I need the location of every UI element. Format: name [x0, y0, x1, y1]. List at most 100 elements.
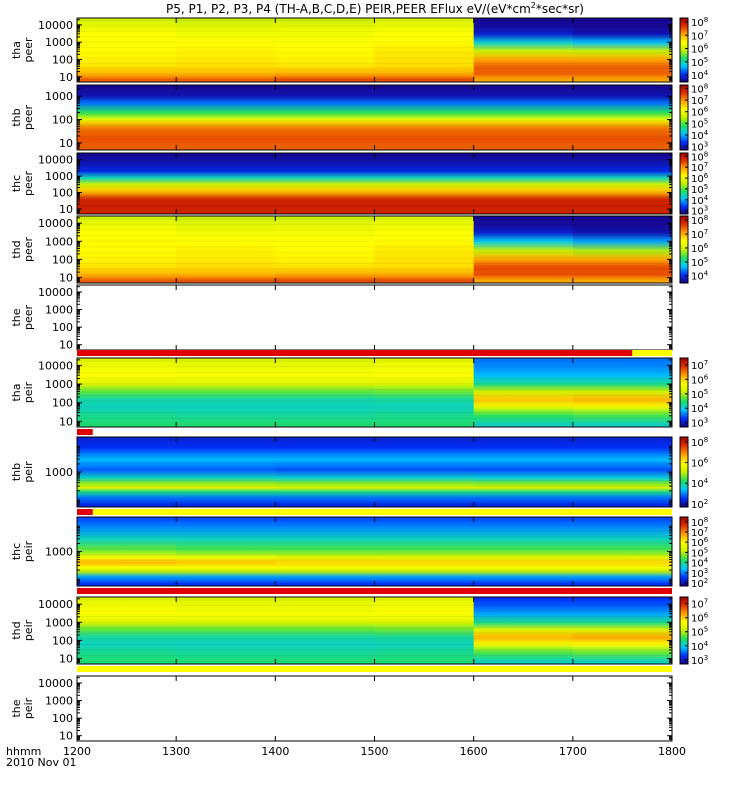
spectrogram-column — [374, 18, 475, 82]
y-tick-label: 1000 — [45, 90, 73, 103]
x-tick-label: 1300 — [162, 745, 190, 758]
spectrogram-column — [77, 18, 177, 82]
colorbar-tick-label: 105 — [691, 546, 708, 559]
y-tick-label: 100 — [52, 321, 73, 334]
panel-ylabel-probe: tha — [10, 383, 23, 401]
panel-ylabel-probe: thb — [10, 463, 23, 481]
spectrogram-column — [473, 18, 574, 82]
panel-ylabel-probe: thd — [10, 621, 23, 639]
colorbar-tick-label: 105 — [691, 626, 708, 639]
spectrogram-column — [572, 437, 673, 507]
panel-frame — [76, 675, 673, 742]
spectrogram-column — [572, 358, 673, 427]
x-tick-label: 1400 — [261, 745, 289, 758]
spectrogram-column — [77, 437, 177, 507]
panel-ylabel-probe: tha — [10, 41, 23, 59]
spectrogram-column — [176, 18, 276, 82]
spectrogram-column — [176, 437, 276, 507]
spectrogram-column — [572, 216, 673, 283]
spectrogram-column — [374, 216, 475, 283]
colorbar-tick-label: 103 — [691, 654, 708, 667]
colorbar-ramp — [679, 84, 689, 151]
flag-segment — [77, 588, 672, 594]
panel-frame — [76, 284, 673, 351]
spectrogram-column — [572, 597, 673, 664]
flag-segment — [77, 509, 93, 515]
x-tick-label: 1700 — [559, 745, 587, 758]
y-tick-label: 100 — [52, 187, 73, 200]
y-tick-label: 100 — [52, 634, 73, 647]
spectrogram-column — [473, 437, 574, 507]
colorbar-tick-label: 107 — [691, 29, 708, 42]
colorbar-tick-label: 108 — [691, 16, 708, 29]
colorbar-tick-label: 103 — [691, 141, 708, 154]
x-tick-label: 1200 — [63, 745, 91, 758]
spectrogram-column — [275, 517, 375, 586]
spectrogram-column — [275, 153, 375, 214]
y-tick-label: 1000 — [45, 378, 73, 391]
y-tick-label: 10 — [59, 137, 73, 150]
panel-ylabel-probe: thc — [10, 543, 23, 560]
y-tick-label: 100 — [52, 53, 73, 66]
date-label: 2010 Nov 01 — [6, 756, 76, 769]
colorbar-tick-label: 106 — [691, 242, 709, 255]
colorbar-tick-label: 106 — [691, 106, 709, 119]
panel-ylabel-species: peer — [22, 171, 35, 197]
spectrogram-column — [572, 18, 673, 82]
panel-the-peer: 10000 1000 100 10 the peer — [10, 284, 673, 356]
colorbar-tick-label: 105 — [691, 117, 708, 130]
x-tick-label: 1500 — [361, 745, 389, 758]
y-tick-label: 1000 — [45, 546, 73, 559]
colorbar-ramp — [679, 516, 689, 587]
colorbar-tick-label: 107 — [691, 598, 708, 611]
y-tick-label: 100 — [52, 253, 73, 266]
x-tick-label: 1600 — [460, 745, 488, 758]
spectrogram-column — [176, 216, 276, 283]
y-tick-label: 1000 — [45, 170, 73, 183]
spectrogram-column — [275, 85, 375, 150]
panel-ylabel-species: peir — [22, 697, 35, 719]
colorbar-tick-label: 107 — [691, 228, 708, 241]
spectrogram-column — [77, 85, 177, 150]
flag-segment — [92, 509, 672, 515]
spectrogram-column — [374, 517, 475, 586]
y-tick-label: 10 — [59, 730, 73, 743]
spectrogram-column — [176, 517, 276, 586]
spectrogram-column — [473, 597, 574, 664]
colorbar-ramp — [679, 596, 689, 665]
y-tick-label: 1000 — [45, 466, 73, 479]
panel-ylabel-species: peir — [22, 619, 35, 641]
colorbar-tick-label: 104 — [691, 557, 709, 570]
colorbar-tick-label: 103 — [691, 567, 708, 580]
chart-title: P5, P1, P2, P3, P4 (TH-A,B,C,D,E) PEIR,P… — [166, 1, 584, 16]
panel-ylabel-species: peir — [22, 540, 35, 562]
colorbar-tick-label: 106 — [691, 536, 709, 549]
y-tick-label: 10000 — [38, 677, 73, 690]
colorbar-ramp — [679, 436, 689, 508]
spectrogram-column — [572, 153, 673, 214]
y-tick-label: 10000 — [38, 19, 73, 32]
y-tick-label: 10 — [59, 653, 73, 666]
y-tick-label: 1000 — [45, 616, 73, 629]
y-tick-label: 10 — [59, 71, 73, 84]
panel-ylabel-species: peer — [22, 305, 35, 331]
panel-ylabel-species: peir — [22, 381, 35, 403]
colorbar: 108 106 104 102 — [679, 436, 709, 511]
colorbar-ramp — [679, 215, 689, 284]
colorbar-tick-label: 105 — [691, 388, 708, 401]
spectrogram-column — [176, 597, 276, 664]
y-tick-label: 10000 — [38, 217, 73, 230]
spectrogram-column — [374, 358, 475, 427]
panel-ylabel-probe: thd — [10, 240, 23, 258]
